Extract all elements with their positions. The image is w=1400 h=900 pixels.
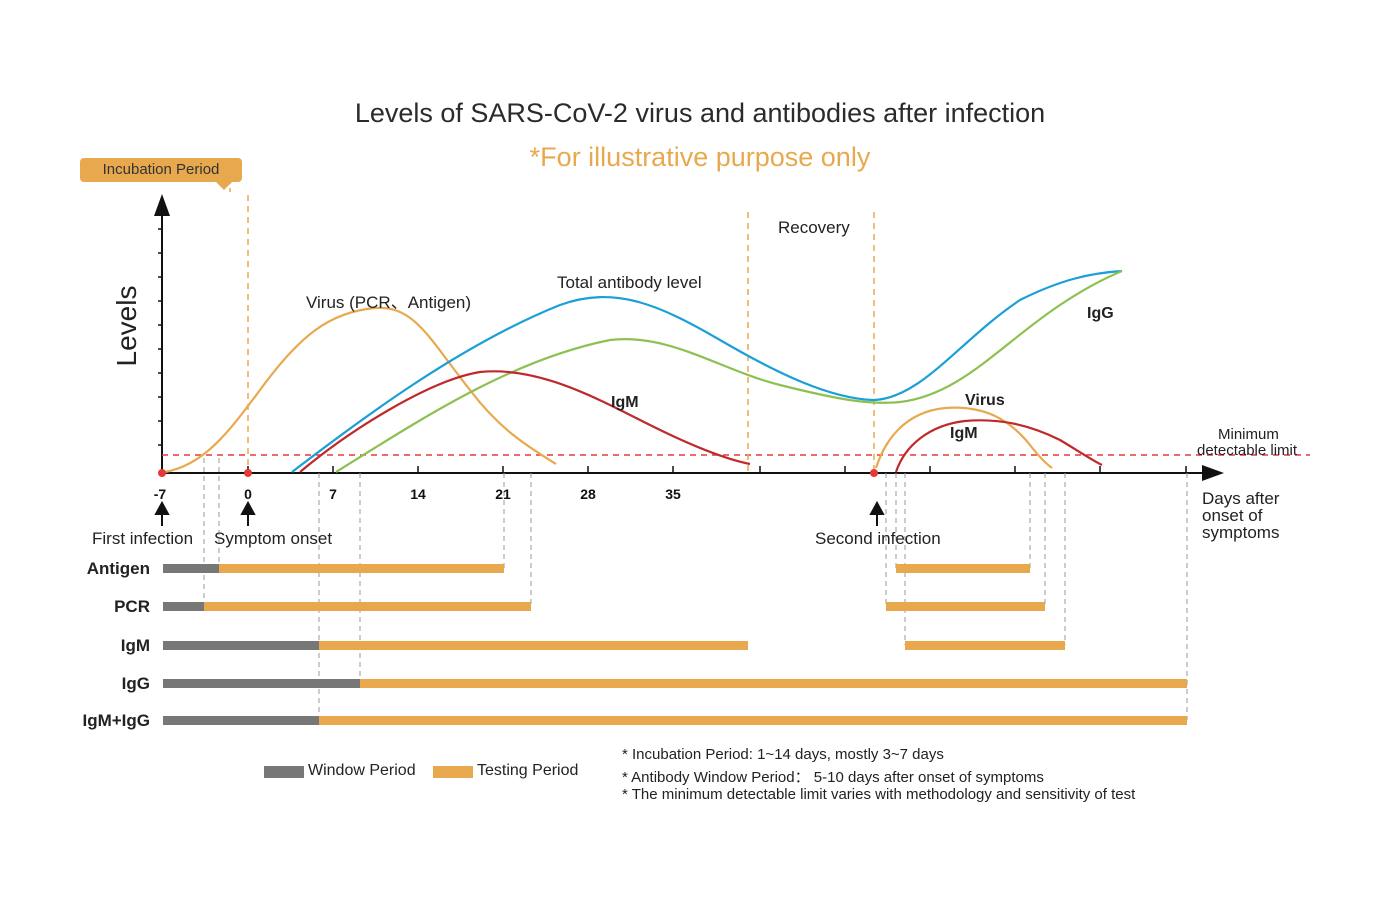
- x-axis-label-line1: Days after: [1202, 489, 1280, 508]
- igm-testing-bar: [319, 641, 748, 650]
- tick-label: 14: [410, 486, 426, 502]
- igm-curve: [299, 370, 751, 473]
- pcr-bars: [163, 602, 1045, 611]
- second-infection-label: Second infection: [815, 529, 941, 548]
- chart-subtitle: *For illustrative purpose only: [529, 142, 871, 172]
- legend-testing-swatch: [433, 766, 473, 778]
- pcr-testing-bar-second: [886, 602, 1045, 611]
- row-label-igg: IgG: [121, 674, 150, 693]
- antigen-window-bar: [163, 564, 219, 573]
- second-infection-dot: [870, 469, 878, 477]
- virus-curve: [164, 306, 557, 474]
- tick-label: 28: [580, 486, 596, 502]
- symptom-onset-label: Symptom onset: [214, 529, 333, 548]
- pcr-testing-bar: [204, 602, 531, 611]
- first-infection-label: First infection: [92, 529, 194, 548]
- igm-second-curve: [894, 419, 1103, 473]
- legend-window-label: Window Period: [308, 762, 416, 779]
- row-label-igm-igg: IgM+IgG: [82, 711, 150, 730]
- x-axis-arrow-icon: [1202, 465, 1224, 481]
- x-axis-label-line3: symptoms: [1202, 523, 1280, 542]
- row-label-pcr: PCR: [114, 597, 150, 616]
- virus-second-label: Virus: [965, 392, 1005, 409]
- tick-label: 0: [244, 486, 252, 502]
- min-limit-label-line1: Minimum: [1218, 426, 1279, 443]
- igm-igg-testing-bar: [319, 716, 1187, 725]
- tick-label: 35: [665, 486, 681, 502]
- row-label-igm: IgM: [120, 636, 150, 655]
- antigen-testing-bar: [219, 564, 504, 573]
- virus-second-curve: [874, 406, 1053, 469]
- incubation-period-badge: Incubation Period: [80, 158, 242, 190]
- tick-label: -7: [153, 486, 167, 502]
- note-window-period: * Antibody Window Period： 5-10 days afte…: [622, 769, 1044, 786]
- first-infection-arrow-icon: [154, 500, 170, 526]
- igg-curve-label: IgG: [1087, 305, 1114, 322]
- second-infection-arrow-icon: [869, 500, 885, 526]
- antigen-bars: [163, 564, 1030, 573]
- symptom-onset-dot: [244, 469, 252, 477]
- igg-testing-bar: [360, 679, 1187, 688]
- igm-second-label: IgM: [950, 425, 978, 442]
- antigen-testing-bar-second: [896, 564, 1030, 573]
- igm-igg-bars: [163, 716, 1187, 725]
- igm-testing-bar-second: [905, 641, 1065, 650]
- x-axis-label-line2: onset of: [1202, 506, 1263, 525]
- pcr-window-bar: [163, 602, 204, 611]
- min-limit-label-line2: detectable limit: [1197, 442, 1298, 459]
- igm-window-bar: [163, 641, 319, 650]
- igm-igg-window-bar: [163, 716, 319, 725]
- total-antibody-curve: [291, 269, 1123, 473]
- igm-curve-label: IgM: [611, 394, 639, 411]
- legend-window-swatch: [264, 766, 304, 778]
- legend-testing-label: Testing Period: [477, 762, 579, 779]
- total-antibody-label: Total antibody level: [557, 273, 702, 292]
- recovery-label: Recovery: [778, 218, 850, 237]
- igm-bars: [163, 641, 1065, 650]
- row-label-antigen: Antigen: [86, 559, 150, 578]
- y-axis-label: Levels: [111, 285, 142, 367]
- igg-window-bar: [163, 679, 360, 688]
- x-axis-ticks: [247, 466, 1187, 473]
- tick-label: 7: [329, 486, 337, 502]
- note-detectable-limit: * The minimum detectable limit varies wi…: [622, 786, 1136, 803]
- y-axis-arrow-icon: [154, 194, 170, 216]
- virus-curve-label: Virus (PCR、Antigen): [306, 293, 472, 312]
- note-incubation: * Incubation Period: 1~14 days, mostly 3…: [622, 746, 944, 763]
- first-infection-dot: [158, 469, 166, 477]
- tick-label: 21: [495, 486, 511, 502]
- igg-bars: [163, 679, 1187, 688]
- y-axis-ticks: [158, 228, 162, 446]
- symptom-onset-arrow-icon: [240, 500, 256, 526]
- chart-title: Levels of SARS-CoV-2 virus and antibodie…: [354, 98, 1046, 128]
